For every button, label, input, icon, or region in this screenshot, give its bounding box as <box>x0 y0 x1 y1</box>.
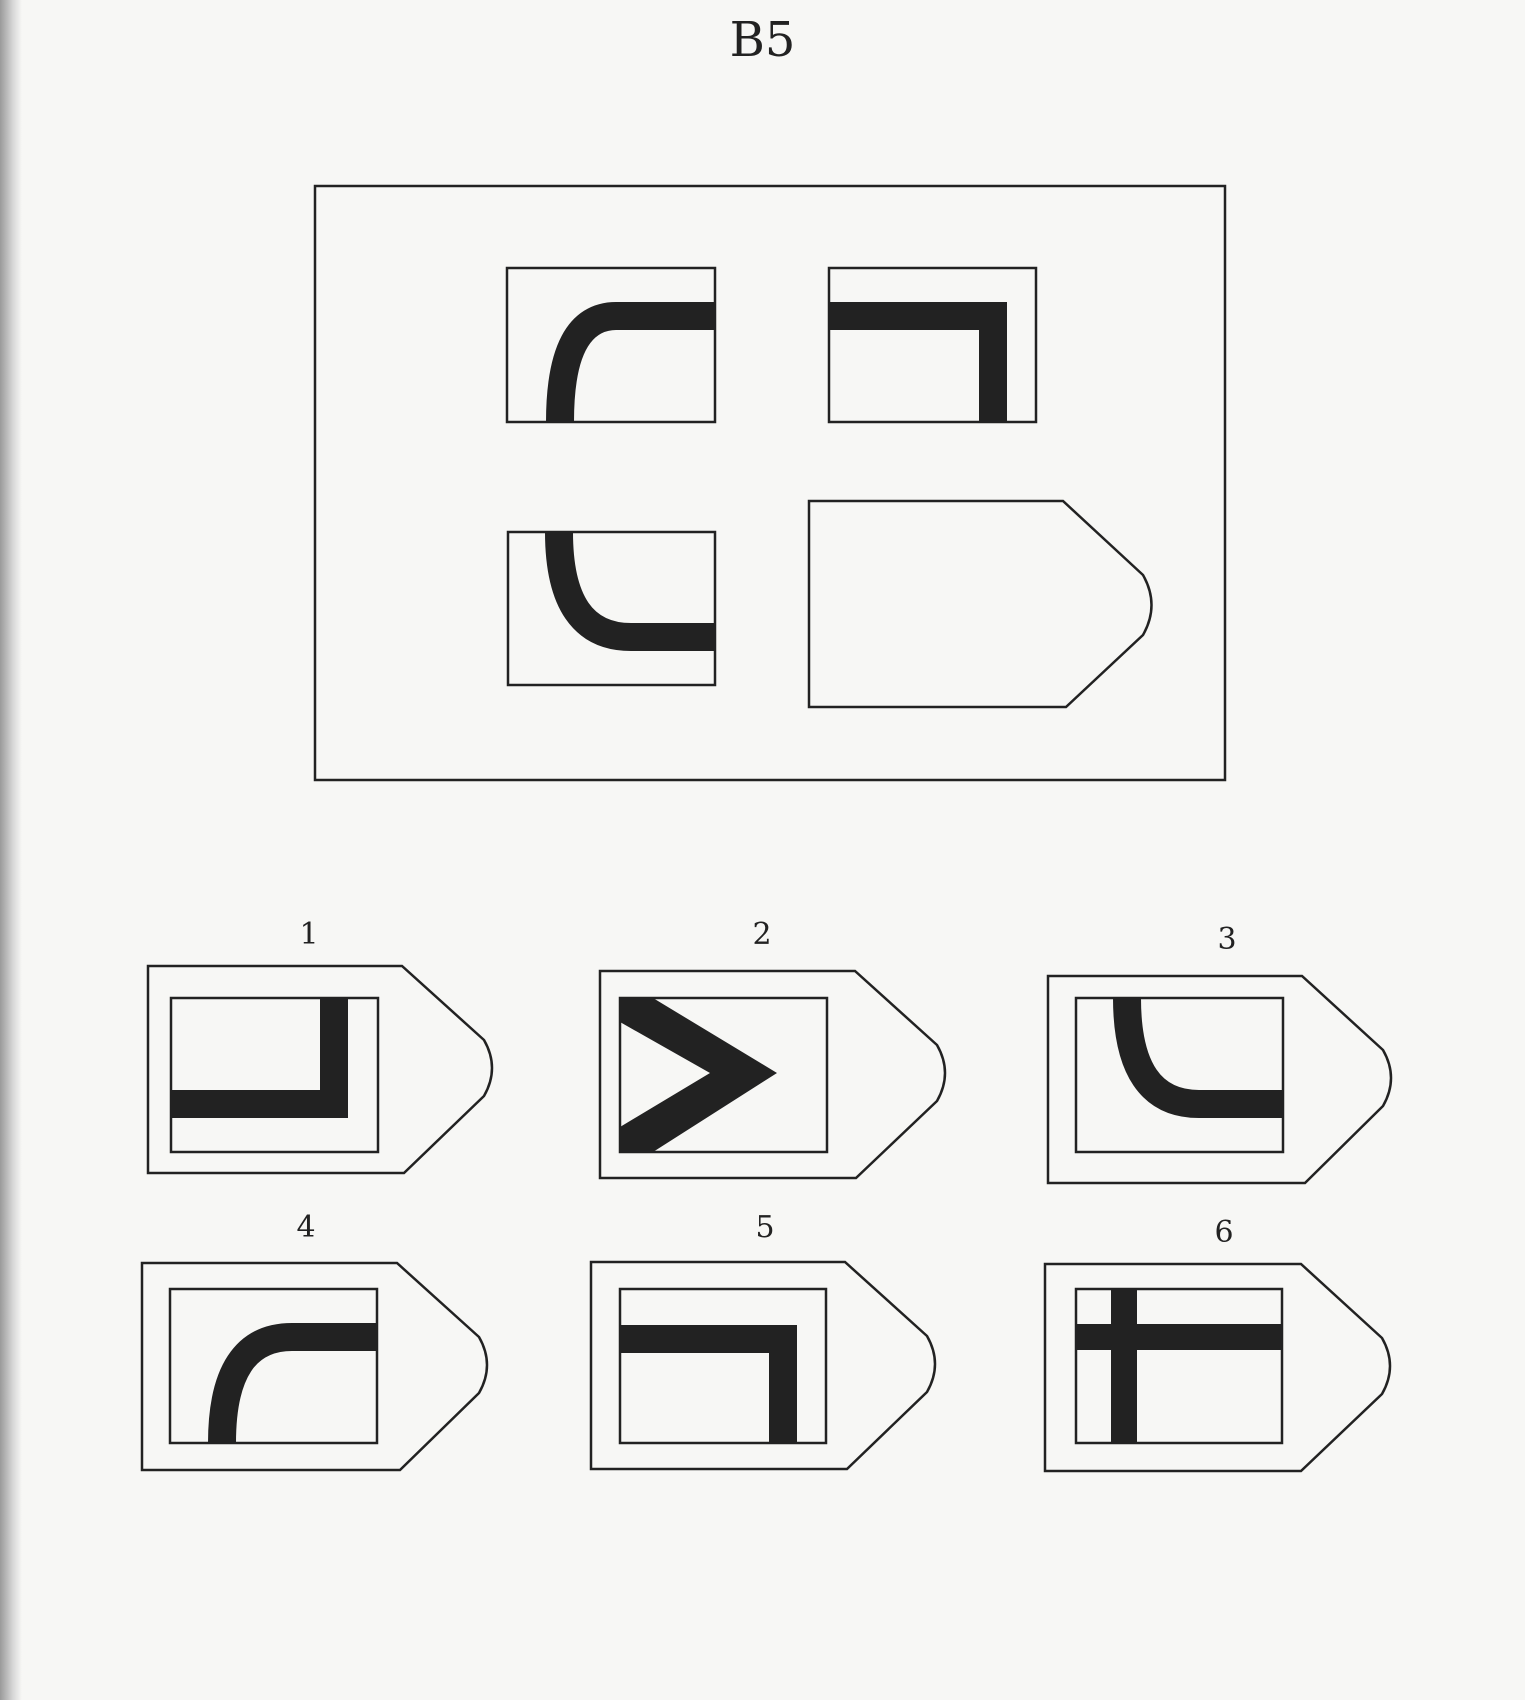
puzzle-title: B5 <box>729 12 796 68</box>
matrix-cell-1 <box>505 266 717 424</box>
option-6[interactable] <box>1043 1262 1392 1473</box>
option-1[interactable] <box>146 964 494 1175</box>
option-4-label: 4 <box>296 1210 316 1245</box>
option-6-label: 6 <box>1214 1215 1234 1250</box>
option-2-label: 2 <box>752 917 772 952</box>
missing-cell-tag <box>807 499 1153 709</box>
option-5[interactable] <box>589 1260 937 1471</box>
option-2[interactable] <box>598 969 947 1180</box>
page-binding-shadow <box>0 0 22 1700</box>
option-3-label: 3 <box>1217 922 1237 957</box>
matrix-cell-2 <box>827 266 1038 424</box>
matrix-frame <box>313 184 1227 782</box>
option-5-label: 5 <box>755 1210 775 1245</box>
matrix-cell-3 <box>506 530 717 687</box>
option-3[interactable] <box>1046 974 1393 1185</box>
option-1-label: 1 <box>299 917 319 952</box>
option-4[interactable] <box>140 1261 489 1472</box>
